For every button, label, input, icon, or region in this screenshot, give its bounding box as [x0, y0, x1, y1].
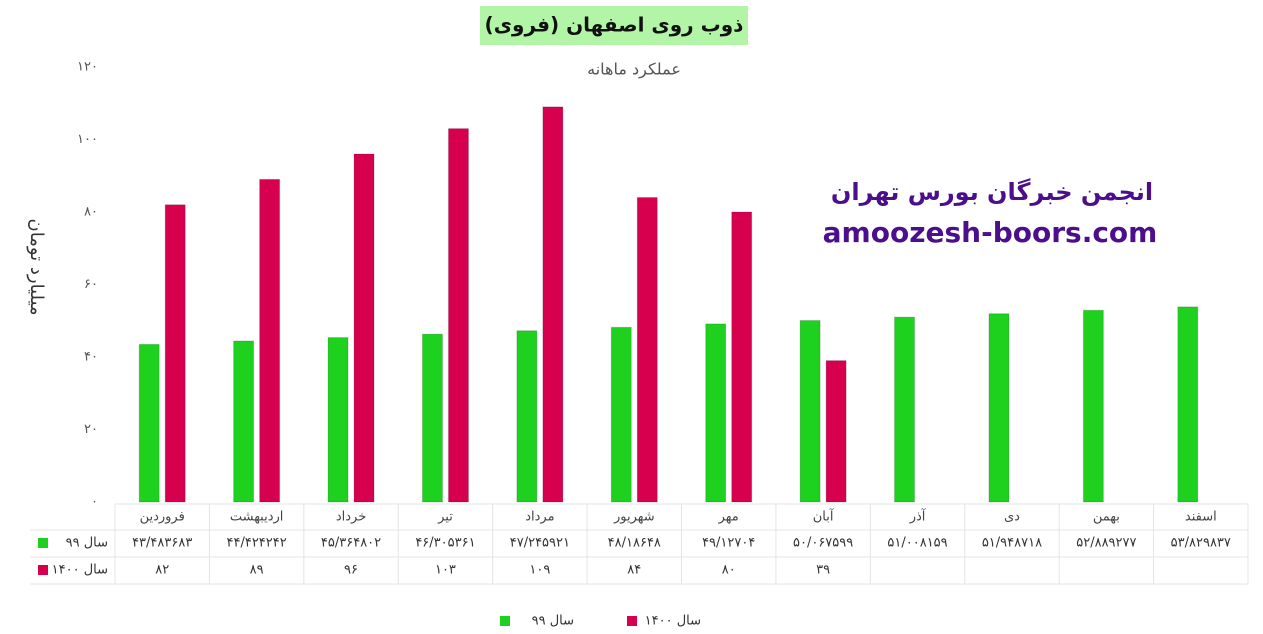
y-tick-label: ۸۰: [84, 205, 98, 220]
y-tick-label: ۴۰: [84, 350, 98, 365]
x-tick-label: مرداد: [525, 510, 554, 525]
bar: [164, 204, 186, 503]
y-tick-label: ۱۰۰: [77, 132, 98, 147]
table-value: ۱۰۳: [435, 563, 456, 578]
bar: [799, 320, 821, 503]
table-value: ۵۰/۰۶۷۵۹۹: [793, 536, 853, 551]
legend-label: سال ۱۴۰۰: [645, 614, 701, 629]
bar: [636, 197, 658, 503]
table-value: ۴۳/۴۸۳۶۸۳: [132, 536, 192, 551]
y-tick-label: ۰: [91, 495, 98, 510]
table-value: ۴۴/۴۲۴۲۴۲: [227, 536, 287, 551]
bar: [1082, 309, 1104, 503]
table-value: ۸۰: [722, 563, 736, 578]
table-value: ۴۹/۱۲۷۰۴: [702, 536, 755, 551]
bar: [138, 343, 160, 503]
x-tick-label: خرداد: [336, 510, 366, 525]
watermark: amoozesh-boors.com: [823, 216, 1158, 249]
x-tick-label: آذر: [909, 508, 927, 525]
table-value: ۸۲: [155, 563, 169, 578]
table-value: ۵۲/۸۸۹۲۷۷: [1076, 536, 1136, 551]
bar: [731, 211, 753, 503]
x-tick-label: تیر: [437, 510, 453, 525]
legend-swatch: [627, 616, 637, 626]
chart-title: ذوب روی اصفهان (فروی): [485, 13, 744, 37]
bar: [516, 330, 538, 503]
x-tick-label: مهر: [718, 510, 739, 525]
bar: [353, 153, 375, 503]
bar: [610, 326, 632, 503]
table-value: ۸۴: [627, 563, 641, 578]
legend-swatch: [38, 538, 48, 548]
y-axis-label: میلیارد تومان: [26, 218, 47, 315]
legend-label: سال ۹۹: [532, 614, 574, 629]
table-legend-label: سال ۹۹: [66, 536, 108, 551]
x-tick-label: بهمن: [1093, 510, 1120, 525]
table-value: ۵۱/۹۴۸۷۱۸: [982, 536, 1042, 551]
y-tick-label: ۶۰: [84, 277, 98, 292]
bar: [233, 340, 255, 503]
table-value: ۴۵/۳۶۴۸۰۲: [321, 536, 381, 551]
bar: [1177, 306, 1199, 503]
bar: [542, 106, 564, 503]
x-tick-label: آبان: [813, 508, 835, 525]
table-value: ۹۶: [344, 563, 358, 578]
title-background: [480, 6, 748, 45]
table-value: ۳۹: [816, 563, 830, 578]
bar: [894, 316, 916, 503]
watermark: انجمن خبرگان بورس تهران: [831, 178, 1153, 206]
table-value: ۴۷/۲۴۵۹۲۱: [510, 536, 570, 551]
bar: [421, 333, 443, 503]
bar: [988, 313, 1010, 503]
bar: [705, 323, 727, 503]
table-value: ۱۰۹: [529, 563, 550, 578]
table-value: ۴۸/۱۸۶۴۸: [608, 536, 661, 551]
x-tick-label: دی: [1004, 510, 1020, 525]
legend-swatch: [500, 616, 510, 626]
table-value: ۵۱/۰۰۸۱۵۹: [887, 536, 947, 551]
y-tick-label: ۲۰: [84, 422, 98, 437]
x-tick-label: فروردین: [140, 510, 185, 525]
bar: [447, 128, 469, 503]
table-value: ۵۳/۸۲۹۸۳۷: [1171, 536, 1231, 551]
bar: [327, 337, 349, 503]
table-value: ۸۹: [250, 563, 264, 578]
x-tick-label: اسفند: [1185, 510, 1217, 525]
bar: [259, 178, 281, 503]
legend-swatch: [38, 565, 48, 575]
x-tick-label: شهریور: [613, 510, 655, 525]
bar: [825, 360, 847, 503]
table-value: ۴۶/۳۰۵۳۶۱: [415, 536, 475, 551]
table-legend-label: سال ۱۴۰۰: [52, 563, 108, 578]
x-tick-label: اردیبهشت: [230, 510, 284, 525]
y-tick-label: ۱۲۰: [77, 60, 98, 75]
chart-subtitle: عملکرد ماهانه: [587, 60, 681, 80]
